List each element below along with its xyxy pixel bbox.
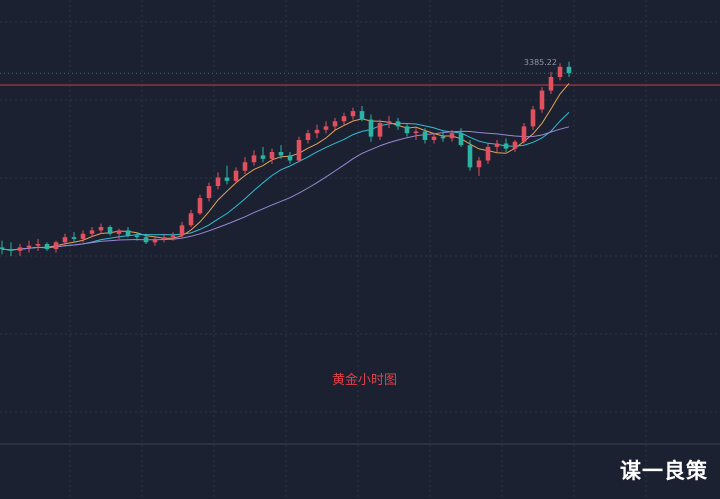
candle-body-52 (467, 145, 473, 168)
candle-body-25 (224, 177, 230, 181)
candle-body-2 (17, 247, 23, 251)
candle-body-0 (0, 247, 5, 250)
candle-body-27 (242, 162, 248, 171)
candle-body-14 (125, 230, 131, 236)
candle-body-13 (116, 230, 122, 234)
candle-body-1 (8, 249, 14, 251)
candle-body-58 (521, 126, 527, 142)
candle-body-32 (287, 155, 293, 161)
candle-body-21 (188, 213, 194, 226)
last-price-label: 3385.22 (524, 58, 557, 67)
candle-body-43 (386, 121, 392, 123)
candle-body-24 (215, 177, 221, 186)
candle-body-47 (422, 131, 428, 140)
candle-body-57 (512, 141, 518, 149)
candle-body-45 (404, 126, 410, 134)
candle-body-53 (476, 160, 482, 168)
candle-body-63 (566, 66, 572, 74)
ma-fast-line (1, 83, 570, 251)
candle-body-36 (323, 126, 329, 130)
candle-body-30 (269, 152, 275, 159)
candle-body-38 (341, 116, 347, 122)
candle-body-40 (359, 111, 365, 120)
candle-body-34 (305, 133, 311, 140)
candle-body-15 (134, 235, 140, 238)
candle-body-31 (278, 152, 284, 156)
candle-body-9 (80, 233, 86, 239)
candle-body-17 (152, 238, 158, 243)
candle-body-55 (494, 143, 500, 147)
candle-body-44 (395, 121, 401, 127)
watermark: 谋一良策 (620, 459, 708, 483)
candle-body-28 (251, 155, 257, 163)
candle-body-12 (107, 227, 113, 234)
candle-body-4 (35, 244, 41, 246)
candle-body-22 (197, 198, 203, 214)
candle-body-39 (350, 111, 356, 117)
candle-body-48 (431, 136, 437, 140)
candle-body-35 (314, 129, 320, 134)
candle-body-37 (332, 121, 338, 127)
candle-body-33 (296, 140, 302, 161)
chart-caption: 黄金小时图 (332, 373, 398, 388)
candle-body-29 (260, 155, 266, 159)
candle-body-8 (71, 237, 77, 239)
candle-body-60 (539, 90, 545, 110)
candle-body-5 (44, 244, 50, 250)
candle-body-11 (98, 227, 104, 231)
candle-body-20 (179, 225, 185, 236)
candle-body-10 (89, 230, 95, 234)
candle-body-46 (413, 131, 419, 134)
candle-body-18 (161, 237, 167, 239)
candle-body-56 (503, 143, 509, 149)
candle-body-50 (449, 133, 455, 139)
candle-body-42 (377, 123, 383, 137)
candle-body-16 (143, 237, 149, 243)
candle-body-41 (368, 119, 374, 137)
candle-body-26 (233, 170, 239, 181)
candle-body-6 (53, 242, 59, 250)
ma-mid-line (1, 112, 570, 251)
candle-body-23 (206, 186, 212, 198)
candle-body-3 (26, 245, 32, 248)
candle-body-51 (458, 133, 464, 146)
candle-body-54 (485, 146, 491, 161)
candle-body-62 (557, 66, 563, 77)
candle-body-49 (440, 136, 446, 139)
candle-body-19 (170, 235, 176, 238)
candle-body-59 (530, 109, 536, 127)
candle-body-7 (62, 237, 68, 243)
candle-body-61 (548, 77, 554, 91)
ma-slow-line (1, 126, 570, 251)
